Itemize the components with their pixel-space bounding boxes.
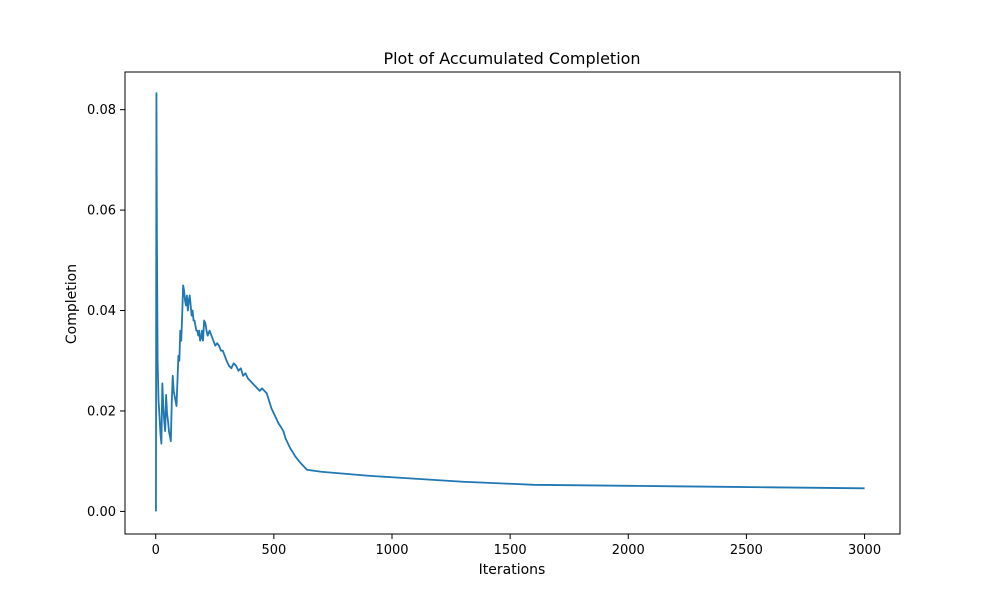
y-axis: 0.00 0.02 0.04 0.06 0.08 (87, 103, 125, 520)
x-tick-label: 500 (261, 543, 286, 558)
y-tick-label: 0.08 (87, 103, 116, 118)
x-tick-label: 1500 (494, 543, 527, 558)
x-axis: 0 500 1000 1500 2000 2500 3000 (152, 534, 881, 558)
x-tick-label: 0 (152, 543, 160, 558)
x-tick-label: 3000 (848, 543, 881, 558)
x-axis-label: Iterations (479, 562, 546, 578)
series-layer (155, 92, 865, 512)
y-tick-label: 0.04 (87, 304, 116, 319)
y-tick-label: 0.02 (87, 404, 116, 419)
y-axis-label: Completion (64, 264, 80, 344)
x-tick-label: 1000 (375, 543, 408, 558)
x-tick-label: 2000 (612, 543, 645, 558)
plot-frame (124, 71, 901, 535)
y-tick-label: 0.00 (87, 505, 116, 520)
y-tick-label: 0.06 (87, 204, 116, 219)
chart-title: Plot of Accumulated Completion (383, 49, 640, 68)
series-line (155, 92, 865, 512)
x-tick-label: 2500 (730, 543, 763, 558)
